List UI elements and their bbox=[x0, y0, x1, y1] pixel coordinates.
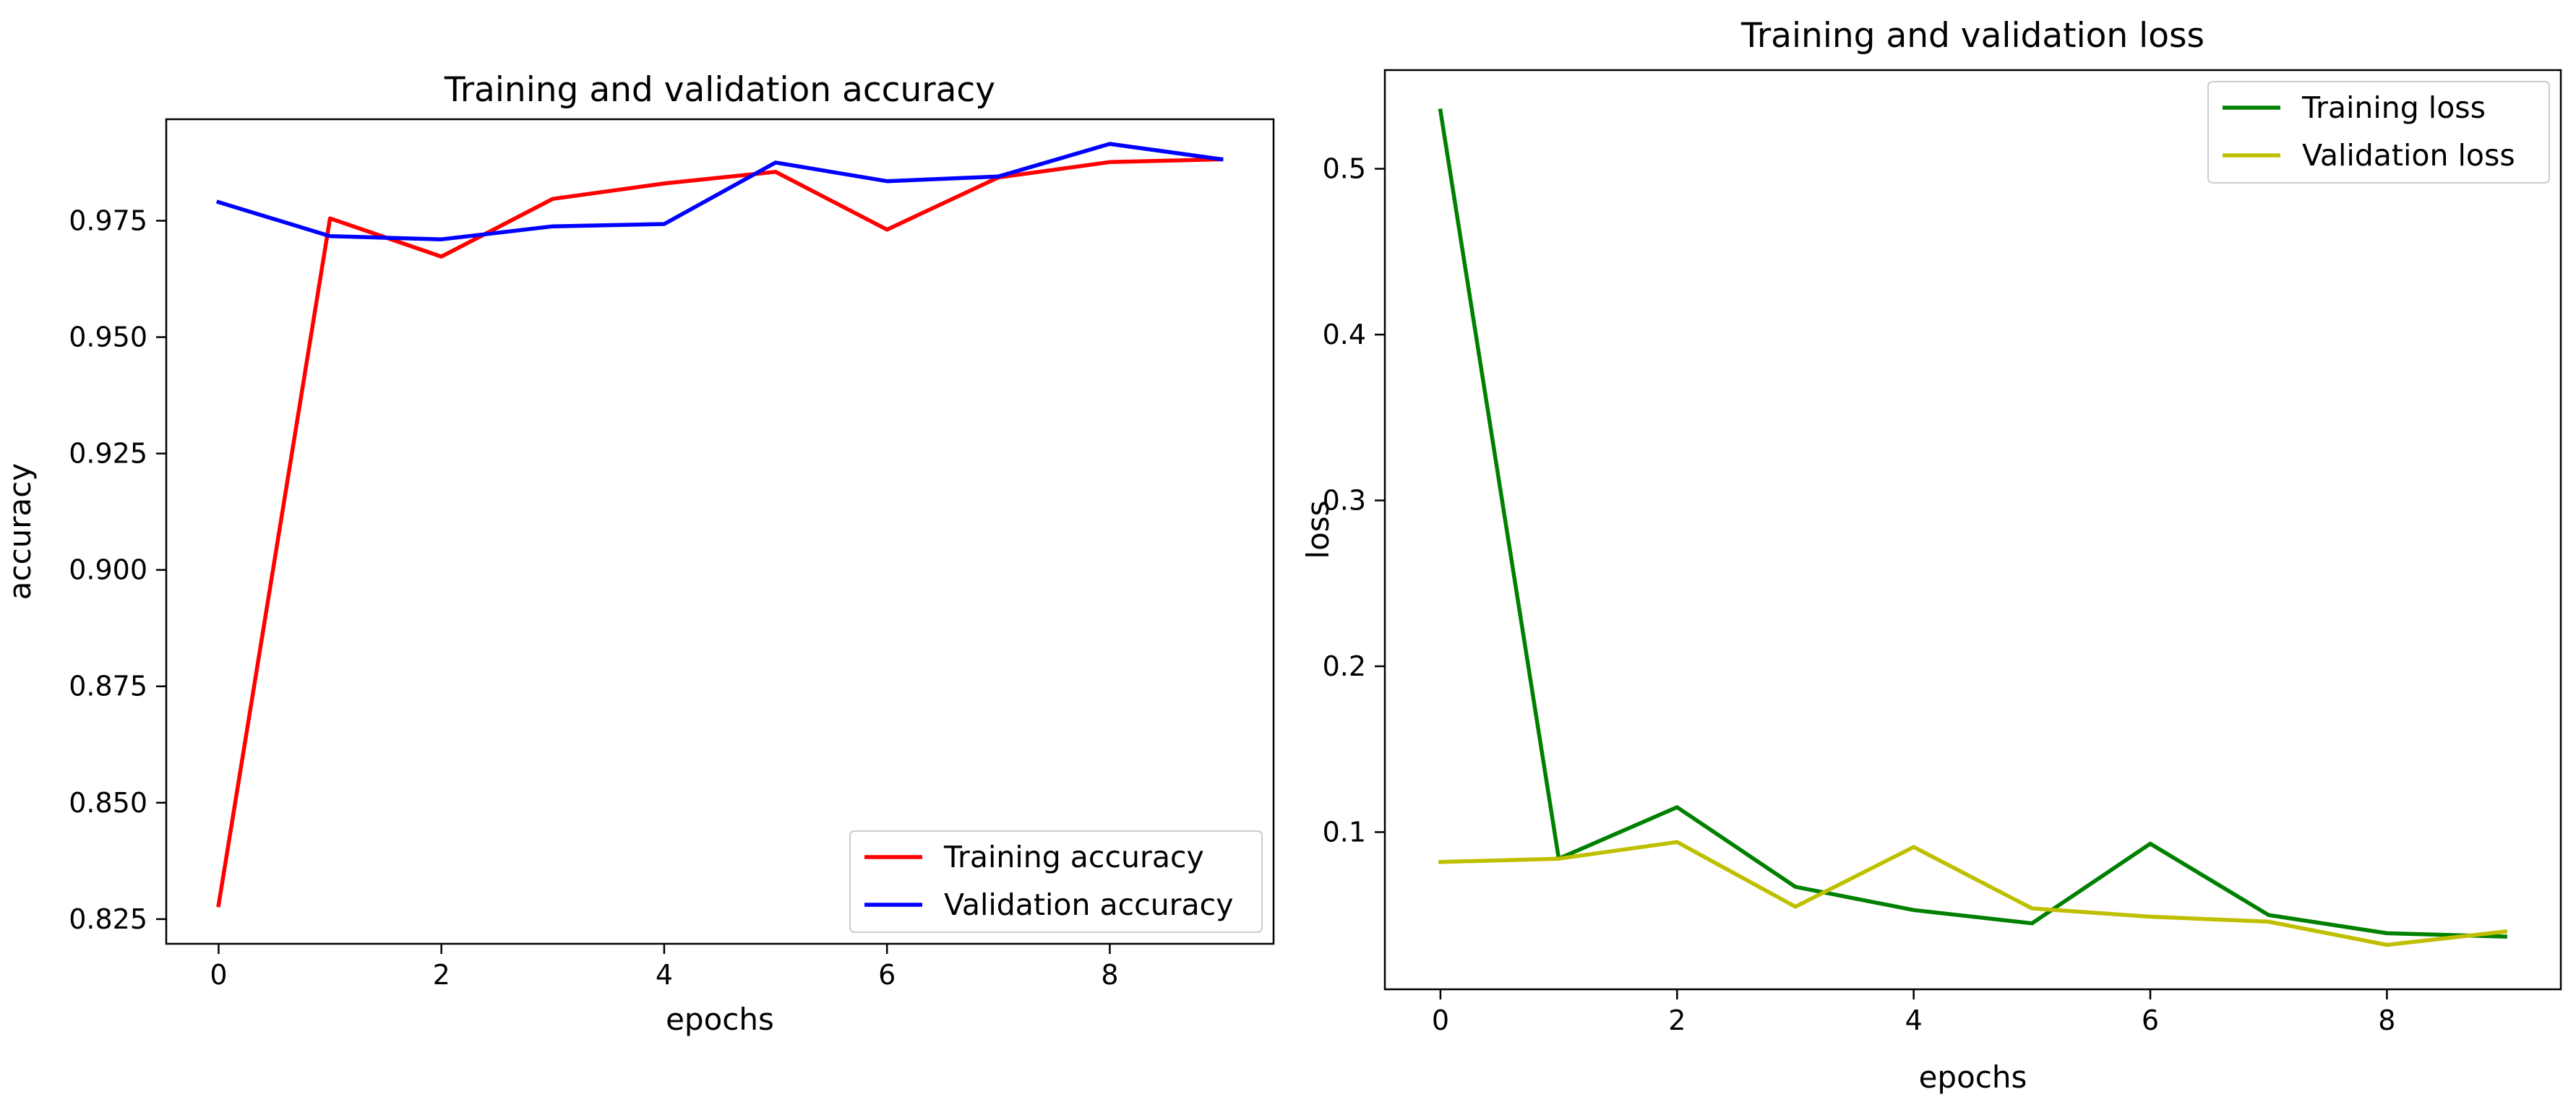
chart-accuracy-x-tick-label: 4 bbox=[656, 959, 673, 991]
chart-accuracy-series-1-line bbox=[216, 157, 1224, 908]
chart-loss-x-tick-label: 0 bbox=[1432, 1004, 1449, 1036]
chart-accuracy-y-tick-label: 0.975 bbox=[69, 205, 147, 236]
chart-accuracy-legend-box bbox=[849, 830, 1263, 933]
chart-loss-y-axis-label: loss bbox=[1300, 500, 1336, 559]
chart-loss-y-tick-label: 0.3 bbox=[1323, 484, 1366, 516]
chart-accuracy-legend-label-2: Validation accuracy bbox=[944, 887, 1233, 922]
chart-loss-series-2-line bbox=[1438, 840, 2508, 947]
chart-loss-x-tick-label: 4 bbox=[1905, 1004, 1923, 1036]
chart-loss-x-axis-label: epochs bbox=[1919, 1059, 2027, 1095]
chart-loss-legend-box bbox=[2207, 81, 2550, 184]
chart-loss-x-tick-label: 6 bbox=[2142, 1004, 2159, 1036]
chart-loss-x-tick-label: 2 bbox=[1668, 1004, 1686, 1036]
chart-accuracy-y-tick-label: 0.950 bbox=[69, 322, 147, 353]
chart-loss-y-tick-label: 0.1 bbox=[1323, 816, 1366, 848]
chart-accuracy-legend-label-1: Training accuracy bbox=[943, 840, 1204, 874]
chart-accuracy-legend: Training accuracy Validation accuracy bbox=[849, 830, 1263, 933]
chart-accuracy-y-tick-label: 0.875 bbox=[69, 671, 147, 702]
chart-accuracy-title: Training and validation accuracy bbox=[444, 70, 995, 110]
chart-loss-title: Training and validation loss bbox=[1740, 16, 2204, 56]
chart-accuracy-y-tick-label: 0.900 bbox=[69, 554, 147, 586]
chart-loss-x-tick-label: 8 bbox=[2378, 1004, 2395, 1036]
chart-accuracy-y-axis-label: accuracy bbox=[2, 463, 38, 601]
chart-accuracy-plot-frame bbox=[165, 118, 1275, 945]
chart-loss-y-tick-label: 0.2 bbox=[1323, 650, 1366, 682]
chart-loss-plot-frame bbox=[1383, 69, 2562, 991]
chart-accuracy-y-tick-label: 0.850 bbox=[69, 787, 147, 819]
chart-accuracy-x-tick-label: 8 bbox=[1101, 959, 1118, 991]
chart-accuracy-x-tick-label: 2 bbox=[433, 959, 450, 991]
chart-loss-y-tick-label: 0.4 bbox=[1323, 319, 1366, 350]
chart-accuracy-x-tick-label: 6 bbox=[878, 959, 896, 991]
chart-loss-series-1-line bbox=[1438, 108, 2507, 939]
chart-accuracy-x-axis-label: epochs bbox=[666, 1002, 774, 1037]
chart-accuracy-series-2-line bbox=[215, 142, 1224, 241]
chart-accuracy-y-tick-label: 0.825 bbox=[69, 903, 147, 935]
chart-loss-legend-label-2: Validation loss bbox=[2302, 138, 2515, 173]
chart-accuracy-x-tick-label: 0 bbox=[210, 959, 227, 991]
chart-loss: Training and validation loss 0 2 4 6 8 0.1 0.2 0… bbox=[1300, 16, 2562, 1095]
chart-loss-legend-label-1: Training loss bbox=[2301, 90, 2486, 125]
chart-accuracy: Training and validation accuracy 0 2 4 6 8 0.8… bbox=[2, 70, 1275, 1037]
chart-accuracy-y-tick-label: 0.925 bbox=[69, 438, 147, 470]
chart-loss-legend: Training loss Validation loss bbox=[2207, 81, 2550, 184]
chart-loss-y-tick-label: 0.5 bbox=[1323, 153, 1366, 185]
